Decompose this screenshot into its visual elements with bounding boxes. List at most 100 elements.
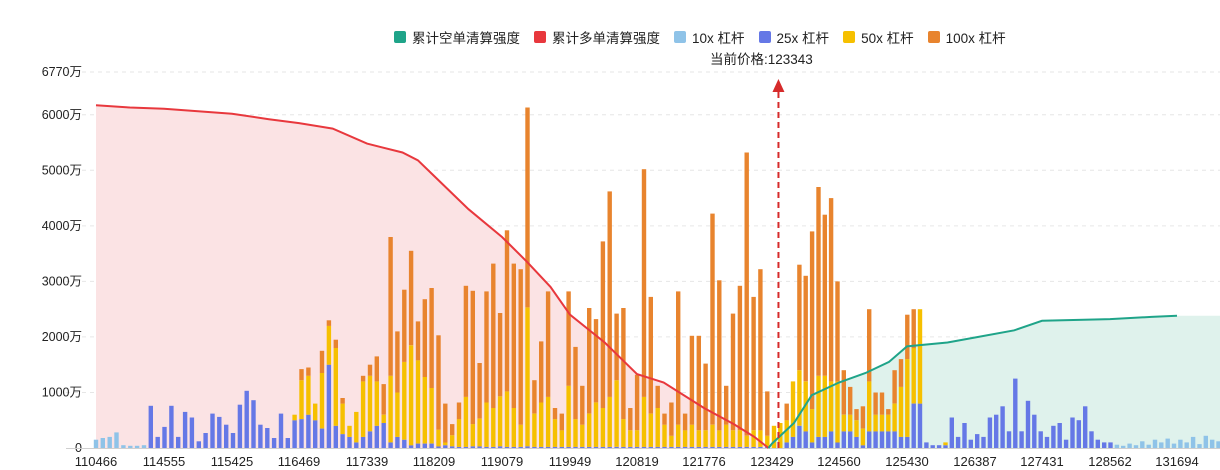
- bar-short-l50: [835, 381, 840, 443]
- bar-long-l100: [607, 191, 612, 397]
- bar-short-l25: [797, 425, 802, 448]
- bar-short-l100: [809, 231, 815, 410]
- bar-short-l25: [809, 442, 815, 448]
- legend-item-50x[interactable]: 50x 杠杆: [843, 27, 914, 47]
- legend-swatch-long-cumulative: [534, 31, 546, 43]
- bar-short-l50: [917, 309, 923, 404]
- bar-long-l100: [641, 169, 647, 397]
- bar-short-l10: [1165, 438, 1170, 448]
- bar-long-l100: [703, 363, 708, 431]
- bar-long-l25: [676, 446, 681, 448]
- bar-long-l100: [573, 346, 578, 420]
- bar-long-l100: [676, 291, 681, 425]
- bar-long-l25: [559, 446, 564, 448]
- x-tick-label: 118209: [413, 454, 455, 469]
- bar-long-l25: [395, 436, 400, 448]
- bar-long-l25: [244, 390, 249, 448]
- y-tick-label: 6770万: [42, 65, 82, 79]
- bar-long-l100: [422, 299, 427, 377]
- bar-long-l50: [497, 396, 503, 447]
- legend-item-10x[interactable]: 10x 杠杆: [674, 27, 745, 47]
- bar-short-l25: [835, 442, 840, 448]
- bar-long-l25: [155, 436, 160, 448]
- bar-long-l50: [587, 413, 592, 447]
- short-cumulative-line: [767, 314, 1178, 449]
- bar-long-l25: [621, 446, 626, 448]
- x-tick-label: 125430: [885, 454, 928, 469]
- bar-long-l50: [532, 413, 537, 447]
- bar-long-l25: [566, 446, 571, 448]
- bar-short-l25: [1025, 400, 1031, 448]
- bar-long-l50: [374, 381, 379, 426]
- bar-long-l50: [360, 381, 366, 437]
- bar-long-l25: [511, 446, 516, 448]
- bar-short-l10: [1197, 444, 1202, 448]
- bar-long-l50: [511, 408, 516, 447]
- legend-item-100x[interactable]: 100x 杠杆: [927, 27, 1006, 47]
- bar-long-l10: [128, 445, 133, 448]
- bar-long-l100: [600, 241, 606, 408]
- x-tick-label: 128562: [1088, 454, 1131, 469]
- bar-long-l25: [237, 404, 243, 448]
- bar-short-l25: [1051, 425, 1056, 448]
- bar-long-l100: [374, 356, 379, 382]
- bar-long-l100: [737, 285, 743, 431]
- bar-long-l100: [491, 263, 496, 408]
- bar-short-l25: [917, 403, 923, 448]
- bar-long-l50: [326, 325, 332, 365]
- bar-long-l25: [477, 446, 482, 448]
- bar-short-l25: [1102, 442, 1107, 448]
- bar-short-l10: [1178, 439, 1183, 448]
- bar-short-l25: [816, 436, 821, 448]
- bar-long-l50: [765, 435, 770, 447]
- bar-short-l25: [1083, 406, 1088, 448]
- bar-short-l50: [822, 375, 827, 437]
- bar-long-l100: [497, 313, 503, 397]
- bar-long-l25: [641, 446, 647, 448]
- bar-long-l50: [628, 430, 633, 447]
- bar-short-l10: [1216, 441, 1220, 448]
- bar-short-l25: [981, 436, 986, 448]
- bar-short-l25: [1044, 436, 1050, 448]
- bar-long-l25: [634, 446, 640, 448]
- legend-label-50x: 50x 杠杆: [861, 31, 914, 46]
- bar-long-l100: [628, 408, 633, 431]
- bar-long-l25: [532, 446, 537, 448]
- legend-item-25x[interactable]: 25x 杠杆: [758, 27, 829, 47]
- bar-long-l10: [100, 438, 105, 448]
- bar-long-l100: [669, 402, 674, 436]
- bar-long-l25: [210, 413, 215, 448]
- bar-long-l50: [477, 418, 482, 447]
- bar-long-l100: [429, 288, 434, 388]
- bar-short-l25: [803, 431, 808, 448]
- bar-long-l25: [662, 446, 667, 448]
- legend-item-long-cumulative[interactable]: 累计多单清算强度: [534, 27, 660, 47]
- bar-long-l25: [217, 416, 222, 448]
- bar-short-l25: [1013, 378, 1018, 448]
- bar-long-l25: [456, 446, 462, 448]
- bar-short-l25: [911, 403, 916, 448]
- bar-short-l25: [930, 445, 935, 448]
- bar-long-l25: [587, 446, 592, 448]
- x-tick-label: 116469: [278, 454, 320, 469]
- bar-short-l25: [1063, 439, 1069, 448]
- bar-long-l25: [470, 446, 475, 448]
- bar-long-l100: [648, 296, 653, 414]
- bar-long-l50: [682, 430, 688, 447]
- bar-long-l50: [313, 403, 318, 421]
- bar-long-l25: [169, 405, 174, 448]
- y-tick-label: 3000万: [42, 274, 82, 288]
- bar-short-l100: [886, 409, 891, 415]
- bar-short-l25: [905, 436, 910, 448]
- x-tick-label: 131694: [1155, 454, 1198, 469]
- bar-long-l50: [306, 375, 311, 415]
- bar-long-l25: [251, 400, 256, 448]
- bar-short-l25: [848, 431, 853, 448]
- bar-long-l100: [450, 424, 455, 436]
- bar-long-l25: [682, 446, 688, 448]
- bar-short-l10: [1121, 445, 1126, 448]
- bar-long-l25: [552, 446, 558, 448]
- legend-swatch-50x: [843, 31, 856, 43]
- bar-short-l10: [1203, 435, 1208, 448]
- legend-item-short-cumulative[interactable]: 累计空单清算强度: [394, 27, 520, 47]
